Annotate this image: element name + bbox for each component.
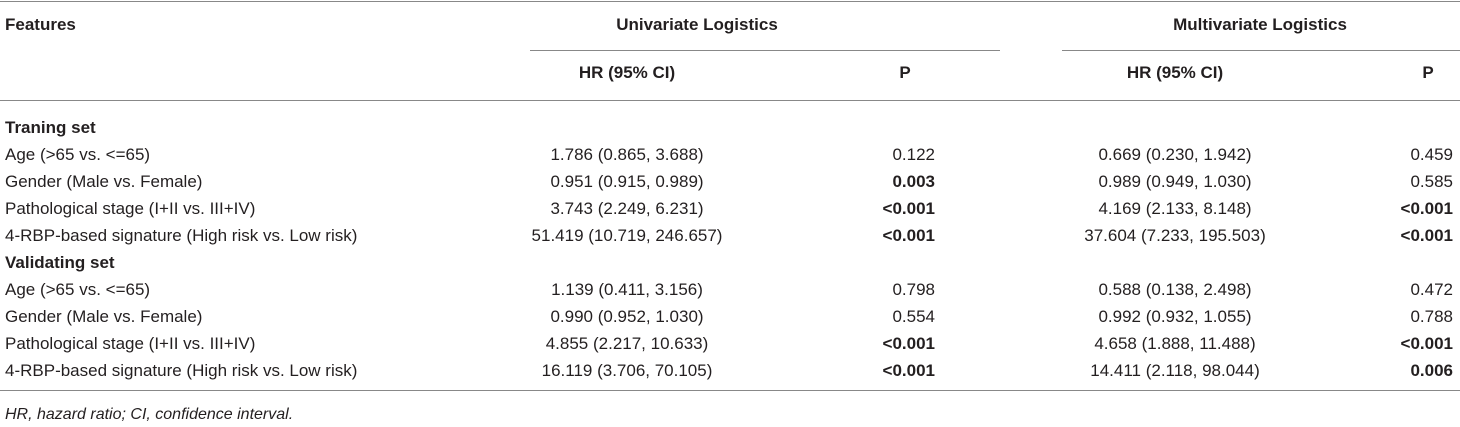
- header-cell: HR (95% CI): [578, 63, 676, 82]
- hr-cell: 1.786 (0.865, 3.688): [550, 145, 704, 164]
- p-cell: 0.472: [1410, 280, 1453, 299]
- group-rule: [530, 50, 1000, 51]
- feature-cell: Gender (Male vs. Female): [5, 307, 203, 326]
- bottom-rule: [0, 390, 1460, 391]
- p-cell: 0.554: [892, 307, 935, 326]
- hr-cell: 0.669 (0.230, 1.942): [1098, 145, 1252, 164]
- p-cell: 0.006: [1410, 361, 1453, 380]
- feature-cell: 4-RBP-based signature (High risk vs. Low…: [5, 361, 358, 380]
- group-rule: [1062, 50, 1460, 51]
- hr-cell: 3.743 (2.249, 6.231): [550, 199, 704, 218]
- header-cell: Univariate Logistics: [616, 15, 778, 34]
- p-cell: 0.585: [1410, 172, 1453, 191]
- feature-cell: Gender (Male vs. Female): [5, 172, 203, 191]
- hr-cell: 0.992 (0.932, 1.055): [1098, 307, 1252, 326]
- hr-cell: 4.855 (2.217, 10.633): [545, 334, 709, 353]
- hr-cell: 0.989 (0.949, 1.030): [1098, 172, 1252, 191]
- feature-cell: Pathological stage (I+II vs. III+IV): [5, 199, 256, 218]
- p-cell: <0.001: [882, 334, 935, 353]
- p-cell: <0.001: [882, 361, 935, 380]
- header-cell: P: [1422, 63, 1434, 82]
- header-cell: HR (95% CI): [1126, 63, 1224, 82]
- p-cell: <0.001: [882, 199, 935, 218]
- p-cell: <0.001: [1400, 334, 1453, 353]
- p-cell: 0.003: [892, 172, 935, 191]
- header-cell: Features: [5, 15, 76, 34]
- hr-cell: 16.119 (3.706, 70.105): [541, 361, 713, 380]
- header-cell: P: [899, 63, 911, 82]
- hr-cell: 51.419 (10.719, 246.657): [531, 226, 723, 245]
- section-title: Traning set: [5, 118, 96, 137]
- hr-cell: 0.588 (0.138, 2.498): [1098, 280, 1252, 299]
- hr-cell: 4.658 (1.888, 11.488): [1094, 334, 1256, 353]
- header-rule: [0, 100, 1460, 101]
- p-cell: 0.459: [1410, 145, 1453, 164]
- section-title: Validating set: [5, 253, 115, 272]
- hr-cell: 0.990 (0.952, 1.030): [550, 307, 704, 326]
- feature-cell: Pathological stage (I+II vs. III+IV): [5, 334, 256, 353]
- feature-cell: 4-RBP-based signature (High risk vs. Low…: [5, 226, 358, 245]
- header-cell: Multivariate Logistics: [1173, 15, 1347, 34]
- p-cell: <0.001: [882, 226, 935, 245]
- feature-cell: Age (>65 vs. <=65): [5, 280, 151, 299]
- p-cell: 0.122: [892, 145, 935, 164]
- p-cell: 0.788: [1410, 307, 1453, 326]
- hr-cell: 14.411 (2.118, 98.044): [1090, 361, 1260, 380]
- p-cell: <0.001: [1400, 226, 1453, 245]
- p-cell: 0.798: [892, 280, 935, 299]
- feature-cell: Age (>65 vs. <=65): [5, 145, 151, 164]
- footnote: HR, hazard ratio; CI, confidence interva…: [5, 406, 294, 423]
- hr-cell: 1.139 (0.411, 3.156): [551, 280, 703, 299]
- hr-cell: 4.169 (2.133, 8.148): [1098, 199, 1252, 218]
- hr-cell: 37.604 (7.233, 195.503): [1084, 226, 1266, 245]
- top-rule: [0, 1, 1460, 2]
- p-cell: <0.001: [1400, 199, 1453, 218]
- hr-cell: 0.951 (0.915, 0.989): [550, 172, 704, 191]
